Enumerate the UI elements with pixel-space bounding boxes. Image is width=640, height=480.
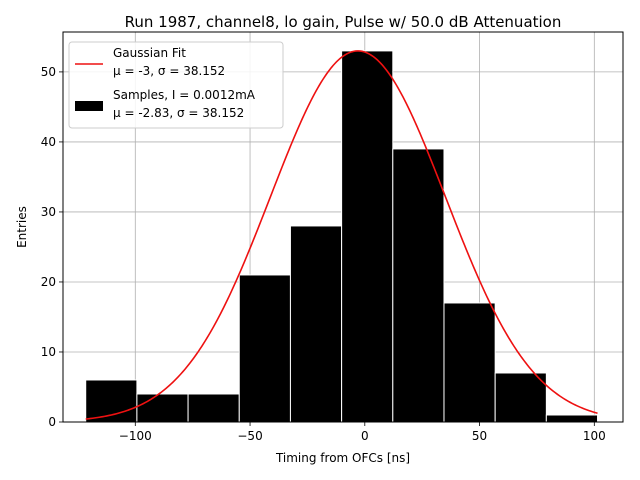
legend: Gaussian Fit μ = -3, σ = 38.152 Samples,… bbox=[68, 41, 284, 129]
legend-samples-swatch bbox=[75, 101, 103, 111]
y-axis-label: Entries bbox=[15, 206, 29, 248]
x-tick-label: 0 bbox=[361, 429, 369, 443]
x-tick-label: −100 bbox=[119, 429, 152, 443]
legend-fit-stats: μ = -3, σ = 38.152 bbox=[113, 64, 225, 78]
y-tick-label: 30 bbox=[41, 205, 56, 219]
x-axis-label: Timing from OFCs [ns] bbox=[275, 451, 410, 465]
y-tick-label: 10 bbox=[41, 345, 56, 359]
histogram-bar bbox=[545, 414, 599, 423]
chart-title: Run 1987, channel8, lo gain, Pulse w/ 50… bbox=[125, 13, 562, 31]
x-axis-ticks: −100 −50 0 50 100 bbox=[119, 422, 606, 443]
histogram-bar bbox=[341, 50, 394, 423]
histogram-bar bbox=[494, 372, 547, 423]
plot-frame bbox=[62, 31, 624, 423]
y-tick-label: 20 bbox=[41, 275, 56, 289]
histogram-bar bbox=[136, 393, 189, 423]
y-tick-label: 50 bbox=[41, 65, 56, 79]
y-tick-label: 0 bbox=[48, 415, 56, 429]
histogram-bars bbox=[85, 50, 599, 423]
x-tick-label: 50 bbox=[472, 429, 487, 443]
histogram-bar bbox=[289, 225, 343, 423]
legend-samples-label: Samples, I = 0.0012mA bbox=[113, 88, 256, 102]
x-tick-label: −50 bbox=[237, 429, 262, 443]
legend-fit-label: Gaussian Fit bbox=[113, 46, 186, 60]
histogram-bar bbox=[392, 148, 445, 423]
y-axis-ticks: 0 10 20 30 40 50 bbox=[41, 65, 63, 429]
legend-box bbox=[68, 41, 284, 129]
gaussian-fit-curve bbox=[85, 50, 598, 420]
y-tick-label: 40 bbox=[41, 135, 56, 149]
histogram-bar bbox=[238, 274, 291, 423]
histogram-bar bbox=[187, 393, 240, 423]
x-tick-label: 100 bbox=[583, 429, 606, 443]
legend-samples-stats: μ = -2.83, σ = 38.152 bbox=[113, 106, 244, 120]
histogram-bar bbox=[443, 302, 496, 423]
